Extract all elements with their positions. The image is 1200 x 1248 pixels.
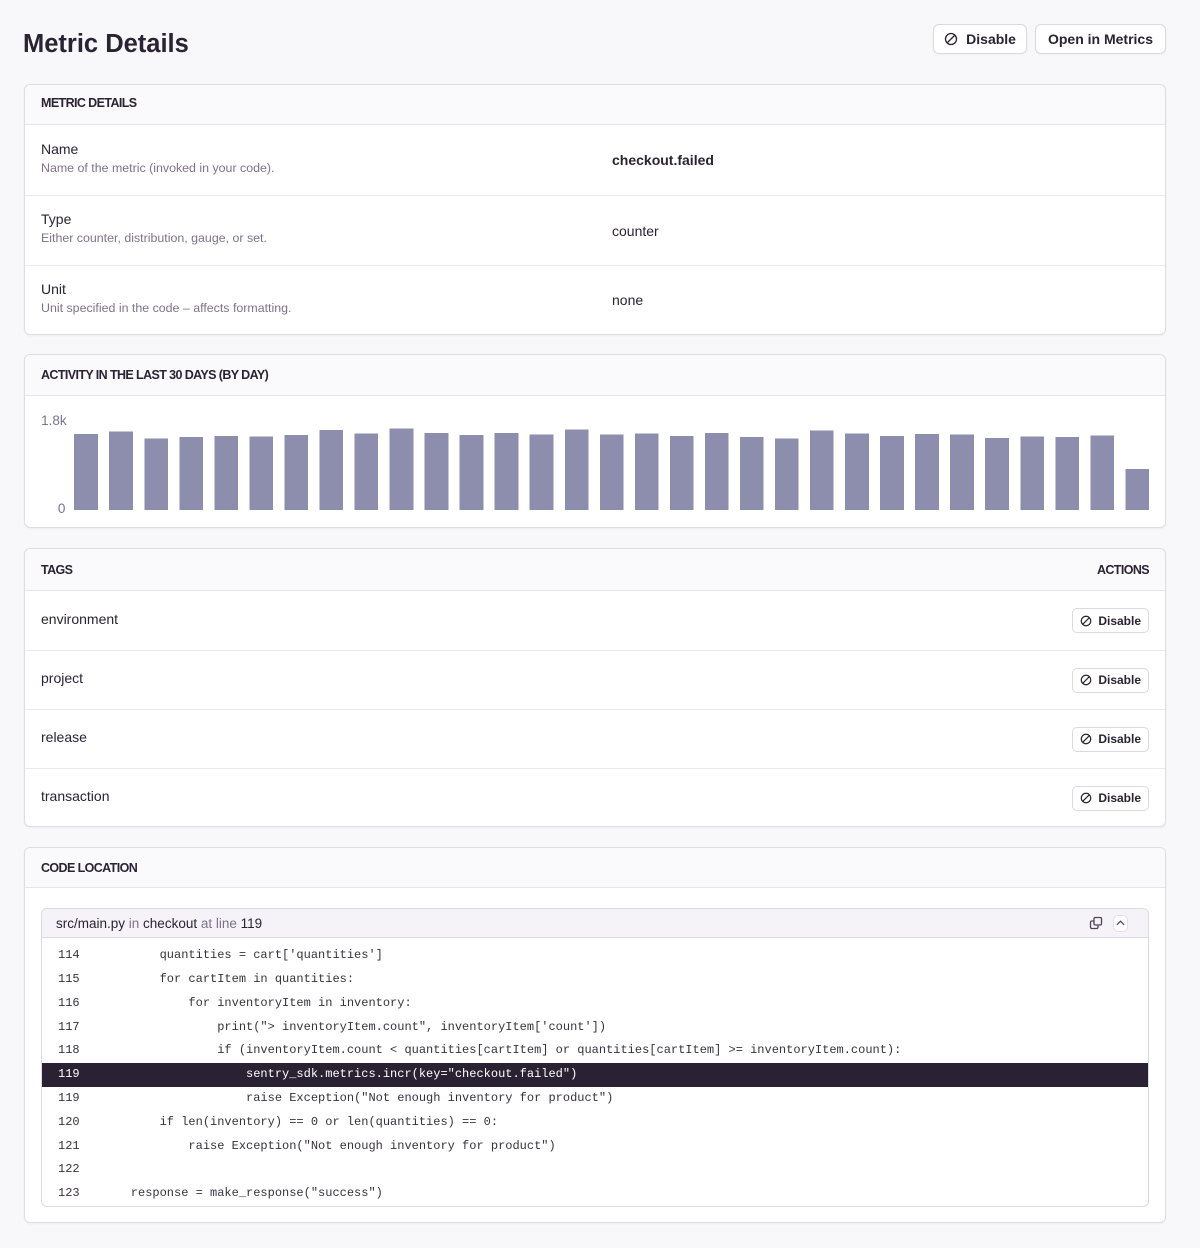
svg-text:0: 0 xyxy=(58,501,66,516)
svg-text:1.8k: 1.8k xyxy=(41,413,67,428)
